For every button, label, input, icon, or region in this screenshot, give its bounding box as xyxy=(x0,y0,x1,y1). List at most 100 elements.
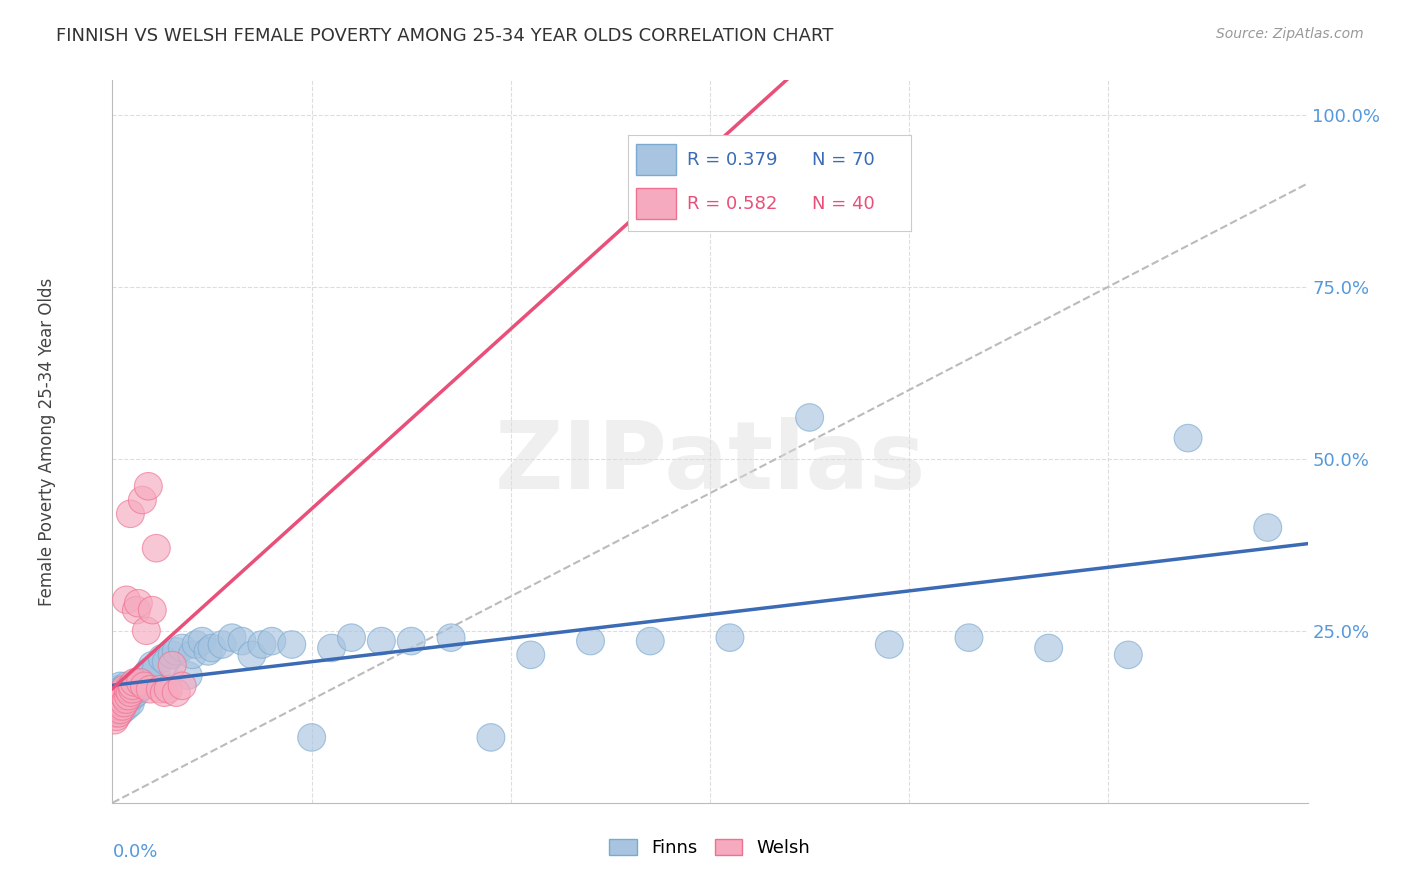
Ellipse shape xyxy=(257,627,285,655)
Ellipse shape xyxy=(103,693,131,720)
Ellipse shape xyxy=(101,699,128,727)
Text: Source: ZipAtlas.com: Source: ZipAtlas.com xyxy=(1216,27,1364,41)
Ellipse shape xyxy=(111,675,138,703)
Ellipse shape xyxy=(247,631,276,658)
Ellipse shape xyxy=(183,631,209,658)
Ellipse shape xyxy=(159,651,186,679)
Ellipse shape xyxy=(122,679,150,706)
Ellipse shape xyxy=(796,404,824,431)
Ellipse shape xyxy=(1254,514,1282,541)
Ellipse shape xyxy=(318,634,346,662)
Text: FINNISH VS WELSH FEMALE POVERTY AMONG 25-34 YEAR OLDS CORRELATION CHART: FINNISH VS WELSH FEMALE POVERTY AMONG 25… xyxy=(56,27,834,45)
Ellipse shape xyxy=(142,655,170,682)
Ellipse shape xyxy=(112,672,141,699)
Ellipse shape xyxy=(188,627,217,655)
Text: N = 40: N = 40 xyxy=(813,194,875,213)
Ellipse shape xyxy=(135,473,162,500)
Ellipse shape xyxy=(398,627,425,655)
Ellipse shape xyxy=(437,624,465,651)
Ellipse shape xyxy=(114,686,142,714)
Ellipse shape xyxy=(118,682,146,710)
Ellipse shape xyxy=(208,631,236,658)
Ellipse shape xyxy=(117,500,145,527)
Ellipse shape xyxy=(337,624,366,651)
Ellipse shape xyxy=(114,675,142,703)
Ellipse shape xyxy=(278,631,305,658)
Ellipse shape xyxy=(155,675,183,703)
Ellipse shape xyxy=(103,679,131,706)
Ellipse shape xyxy=(118,672,146,699)
Ellipse shape xyxy=(108,686,136,714)
Ellipse shape xyxy=(517,641,544,669)
Ellipse shape xyxy=(298,723,326,751)
Text: R = 0.379: R = 0.379 xyxy=(688,151,778,169)
Ellipse shape xyxy=(117,679,145,706)
Text: Female Poverty Among 25-34 Year Olds: Female Poverty Among 25-34 Year Olds xyxy=(38,277,56,606)
Ellipse shape xyxy=(111,682,138,710)
Ellipse shape xyxy=(716,624,744,651)
Ellipse shape xyxy=(218,624,246,651)
Ellipse shape xyxy=(121,669,149,696)
Ellipse shape xyxy=(103,703,131,731)
Ellipse shape xyxy=(125,675,152,703)
Ellipse shape xyxy=(142,534,170,562)
Ellipse shape xyxy=(125,590,152,617)
Ellipse shape xyxy=(108,679,136,706)
Ellipse shape xyxy=(477,723,505,751)
Text: N = 70: N = 70 xyxy=(813,151,875,169)
Text: 0.0%: 0.0% xyxy=(112,843,157,861)
Ellipse shape xyxy=(162,679,190,706)
Ellipse shape xyxy=(179,641,207,669)
Ellipse shape xyxy=(104,675,132,703)
Ellipse shape xyxy=(114,675,142,703)
Ellipse shape xyxy=(131,665,159,693)
Ellipse shape xyxy=(118,675,146,703)
Ellipse shape xyxy=(135,658,162,686)
Ellipse shape xyxy=(103,696,131,723)
Ellipse shape xyxy=(128,669,156,696)
Ellipse shape xyxy=(576,627,605,655)
Ellipse shape xyxy=(107,693,135,720)
Ellipse shape xyxy=(107,690,135,717)
Ellipse shape xyxy=(127,669,155,696)
Ellipse shape xyxy=(112,586,141,614)
Ellipse shape xyxy=(101,706,128,734)
Ellipse shape xyxy=(132,617,160,645)
Ellipse shape xyxy=(107,682,135,710)
Legend: Finns, Welsh: Finns, Welsh xyxy=(600,830,820,866)
Ellipse shape xyxy=(104,699,132,727)
Ellipse shape xyxy=(1174,425,1202,452)
Ellipse shape xyxy=(238,641,266,669)
Ellipse shape xyxy=(107,696,135,723)
Text: R = 0.582: R = 0.582 xyxy=(688,194,778,213)
Ellipse shape xyxy=(138,597,166,624)
Ellipse shape xyxy=(104,686,132,714)
Ellipse shape xyxy=(149,645,176,672)
Ellipse shape xyxy=(118,672,146,699)
Ellipse shape xyxy=(104,686,132,714)
Ellipse shape xyxy=(111,679,138,706)
Ellipse shape xyxy=(367,627,395,655)
Ellipse shape xyxy=(131,672,159,699)
Ellipse shape xyxy=(108,686,136,714)
Ellipse shape xyxy=(132,662,160,690)
Ellipse shape xyxy=(169,672,197,699)
Ellipse shape xyxy=(121,675,149,703)
Ellipse shape xyxy=(108,693,136,720)
Text: ZIPatlas: ZIPatlas xyxy=(495,417,925,509)
Ellipse shape xyxy=(101,686,128,714)
Ellipse shape xyxy=(111,690,138,717)
Ellipse shape xyxy=(955,624,983,651)
Ellipse shape xyxy=(162,638,190,665)
FancyBboxPatch shape xyxy=(637,145,676,175)
Ellipse shape xyxy=(128,486,156,514)
Ellipse shape xyxy=(122,597,150,624)
Ellipse shape xyxy=(112,693,141,720)
FancyBboxPatch shape xyxy=(637,188,676,219)
Ellipse shape xyxy=(117,690,145,717)
Ellipse shape xyxy=(228,627,256,655)
Ellipse shape xyxy=(117,679,145,706)
Ellipse shape xyxy=(159,641,186,669)
Ellipse shape xyxy=(112,686,141,714)
Ellipse shape xyxy=(108,675,136,703)
